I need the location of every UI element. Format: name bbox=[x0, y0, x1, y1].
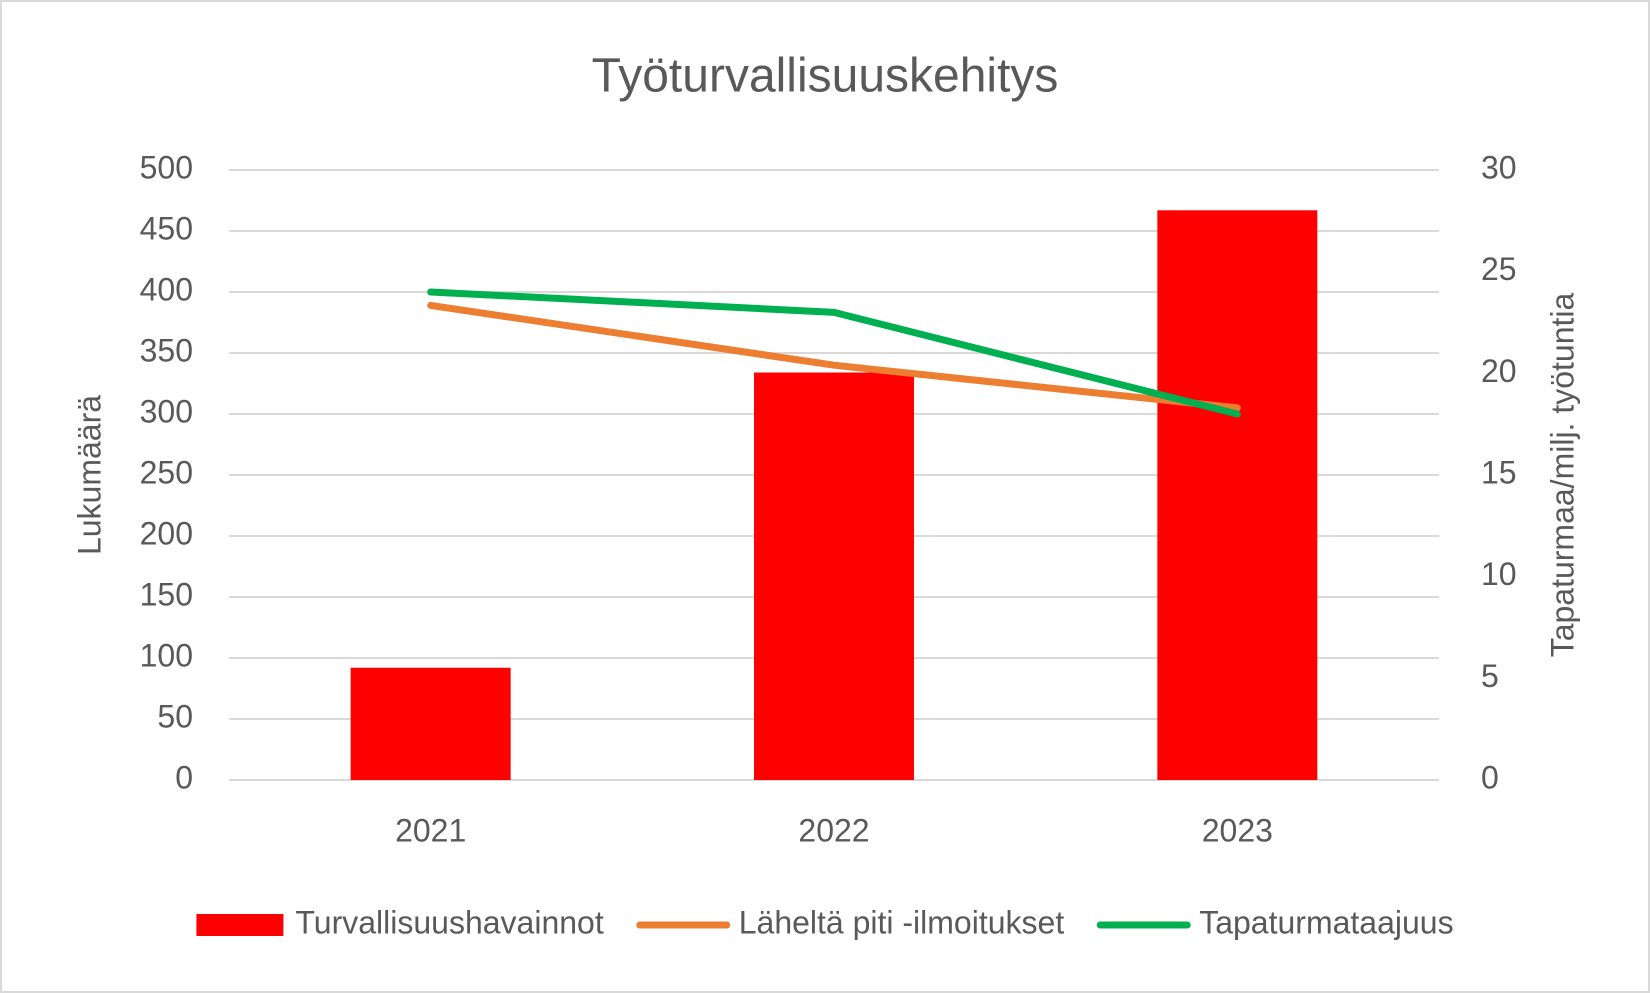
y-tick-label: 400 bbox=[140, 271, 193, 307]
bar bbox=[350, 667, 511, 780]
y-tick-label: 450 bbox=[140, 210, 193, 246]
y-tick-label: 0 bbox=[175, 759, 193, 795]
bar bbox=[1157, 210, 1318, 780]
y2-axis-label: Tapaturmaa/milj. työtuntia bbox=[1544, 292, 1580, 657]
legend-label: Läheltä piti -ilmoitukset bbox=[739, 904, 1065, 940]
y-tick-label: 100 bbox=[140, 637, 193, 673]
x-tick-label: 2021 bbox=[395, 812, 466, 848]
bar bbox=[754, 372, 914, 780]
y2-tick-label: 25 bbox=[1481, 251, 1517, 287]
legend-label: Turvallisuushavainnot bbox=[295, 904, 603, 940]
line bbox=[427, 301, 1241, 412]
y2-tick-label: 15 bbox=[1481, 454, 1517, 490]
y-tick-label: 150 bbox=[140, 576, 193, 612]
y-tick-label: 300 bbox=[140, 393, 193, 429]
legend-swatch bbox=[196, 914, 284, 936]
y-tick-label: 200 bbox=[140, 515, 193, 551]
x-tick-label: 2022 bbox=[798, 812, 869, 848]
y-tick-label: 500 bbox=[140, 149, 193, 185]
y2-tick-label: 5 bbox=[1481, 658, 1499, 694]
y2-tick-label: 10 bbox=[1481, 556, 1517, 592]
y2-tick-label: 30 bbox=[1481, 149, 1517, 185]
line bbox=[427, 288, 1241, 418]
y-tick-label: 250 bbox=[140, 454, 193, 490]
y2-tick-label: 20 bbox=[1481, 353, 1517, 389]
chart-title: Työturvallisuuskehitys bbox=[592, 50, 1059, 103]
legend-label: Tapaturmataajuus bbox=[1199, 904, 1453, 940]
x-tick-label: 2023 bbox=[1202, 812, 1273, 848]
y-axis-label: Lukumäärä bbox=[71, 395, 107, 555]
y-tick-label: 50 bbox=[157, 698, 193, 734]
y2-tick-label: 0 bbox=[1481, 759, 1499, 795]
y-tick-label: 350 bbox=[140, 332, 193, 368]
